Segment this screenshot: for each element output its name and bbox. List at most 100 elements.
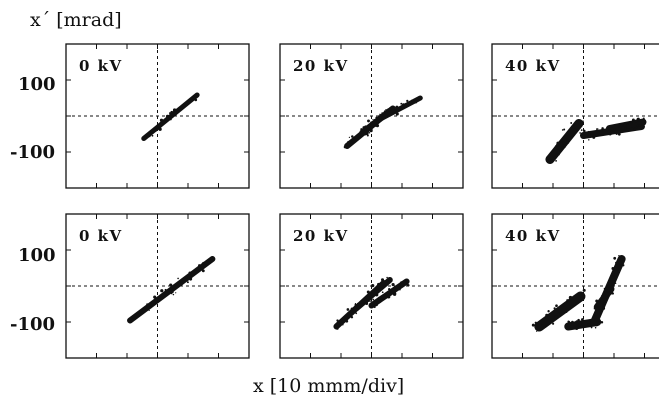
beam-point xyxy=(612,274,615,278)
beam-point xyxy=(375,123,380,128)
beam-point xyxy=(354,137,356,140)
beam-point xyxy=(392,112,395,115)
beam-point xyxy=(169,118,172,121)
beam-point xyxy=(155,127,157,130)
beam-point xyxy=(165,120,168,123)
beam-point xyxy=(367,292,371,296)
beam-point xyxy=(198,264,201,267)
beam-point xyxy=(381,279,384,281)
beam-point xyxy=(336,319,339,322)
beam-point xyxy=(392,107,395,110)
beam-point xyxy=(380,114,383,117)
panel-label: 20 kV xyxy=(293,227,349,245)
beam-point xyxy=(582,288,586,292)
beam-point xyxy=(372,118,374,121)
y-tick-minus100-row1: -100 xyxy=(10,142,55,163)
beam-point xyxy=(594,312,596,314)
y-tick-100-row2: 100 xyxy=(18,245,56,266)
beam-point xyxy=(394,288,396,291)
beam-point xyxy=(369,129,373,133)
beam-distribution xyxy=(343,95,423,149)
beam-point xyxy=(385,281,388,285)
beam-point xyxy=(614,132,617,135)
beam-point xyxy=(365,302,369,305)
panel-label-bg xyxy=(289,54,351,76)
beam-point xyxy=(164,288,167,292)
beam-point xyxy=(366,290,370,294)
beam-point xyxy=(605,294,608,297)
beam-point xyxy=(367,131,369,134)
beam-point xyxy=(172,108,177,112)
beam-point xyxy=(350,307,354,311)
panel-r1c2: 20 kV xyxy=(279,43,464,189)
beam-point xyxy=(573,128,577,132)
beam-point xyxy=(604,287,607,291)
panel-r2c2: 20 kV xyxy=(279,213,464,359)
beam-point xyxy=(622,264,625,267)
beam-point xyxy=(406,99,409,103)
beam-point xyxy=(388,279,392,283)
beam-point xyxy=(572,125,576,129)
beam-point xyxy=(381,119,383,121)
beam-point xyxy=(585,136,588,139)
beam-point xyxy=(552,322,555,325)
beam-point xyxy=(375,116,378,119)
beam-point xyxy=(627,121,629,124)
beam-point xyxy=(334,326,337,329)
beam-point xyxy=(381,116,383,119)
beam-point xyxy=(568,295,573,300)
beam-point xyxy=(581,318,584,321)
beam-point xyxy=(395,112,399,116)
beam-point xyxy=(545,313,549,317)
beam-point xyxy=(169,283,173,287)
panel-label-bg xyxy=(289,224,351,246)
beam-point xyxy=(148,309,150,312)
beam-point xyxy=(347,314,351,318)
beam-point xyxy=(598,300,600,302)
beam-point xyxy=(155,302,158,305)
y-tick-100-row1: 100 xyxy=(18,74,56,95)
beam-point xyxy=(576,301,579,304)
beam-point xyxy=(348,136,351,139)
beam-point xyxy=(601,127,604,130)
beam-point xyxy=(600,299,604,304)
beam-point xyxy=(172,293,175,296)
beam-point xyxy=(370,121,373,125)
beam-point xyxy=(611,272,615,277)
beam-point xyxy=(342,319,346,322)
beam-point xyxy=(592,135,596,139)
beam-point xyxy=(173,112,177,116)
beam-point xyxy=(614,282,617,285)
beam-point xyxy=(587,132,591,136)
beam-point xyxy=(536,330,538,332)
beam-distribution xyxy=(141,92,200,141)
beam-point xyxy=(393,286,396,289)
beam-point xyxy=(415,98,419,101)
beam-point xyxy=(361,302,364,305)
beam-point xyxy=(555,304,558,308)
beam-point xyxy=(354,303,357,305)
beam-point xyxy=(387,287,391,291)
panel-label: 40 kV xyxy=(505,57,561,75)
beam-point xyxy=(151,134,154,137)
beam-point xyxy=(368,300,370,303)
beam-point xyxy=(374,124,377,128)
beam-point xyxy=(603,302,606,305)
beam-point xyxy=(627,123,629,125)
beam-point xyxy=(153,128,156,132)
y-axis-title: x´ [mrad] xyxy=(30,9,122,31)
beam-point xyxy=(564,146,566,149)
beam-point xyxy=(192,95,195,98)
beam-point xyxy=(356,305,360,309)
beam-point xyxy=(367,124,371,128)
beam-point xyxy=(376,120,378,122)
beam-point xyxy=(621,126,625,130)
panel-label-bg xyxy=(75,224,137,246)
beam-point xyxy=(358,135,361,139)
beam-point xyxy=(202,261,205,265)
beam-point xyxy=(561,129,564,131)
beam-point xyxy=(352,139,354,141)
beam-point xyxy=(567,320,570,323)
beam-distribution xyxy=(531,255,626,332)
